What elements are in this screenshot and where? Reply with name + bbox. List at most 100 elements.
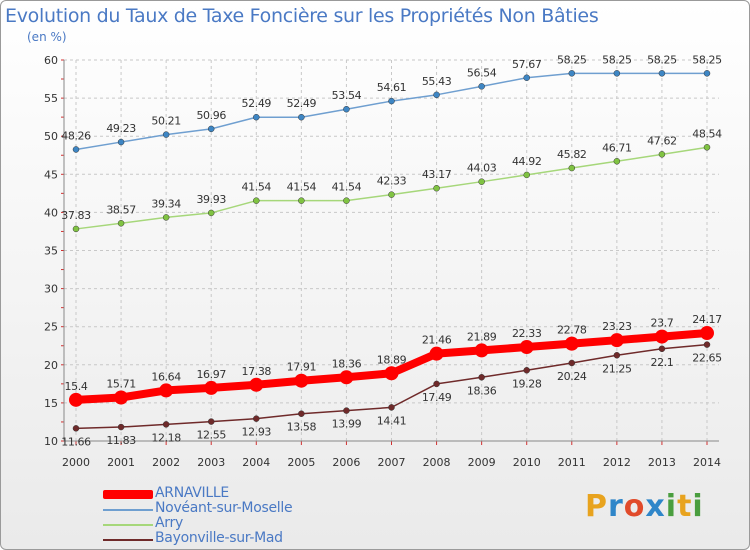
data-point-arnaville [700, 326, 714, 341]
data-point-arry [478, 178, 485, 185]
legend-swatch-arnaville [103, 490, 153, 499]
proxiti-logo: Proxiti [585, 489, 704, 524]
x-tick-label: 2001 [107, 456, 135, 469]
data-label-arnaville: 24.17 [692, 313, 722, 326]
data-label-arry: 48.54 [692, 127, 722, 140]
x-tick-label: 2005 [287, 456, 315, 469]
data-point-arnaville [474, 343, 489, 358]
data-label-bayonville-sur-mad: 18.36 [467, 384, 497, 397]
data-point-nov-ant-sur-moselle [162, 131, 170, 138]
legend-swatch-noveant [103, 509, 153, 511]
logo-letter: i [665, 489, 678, 524]
data-labels: 48.26 49.23 50.21 50.96 52.49 52.49 53.54 54.61… [61, 53, 722, 448]
data-point-arry [72, 225, 80, 233]
data-label-nov-ant-sur-moselle: 53.54 [332, 89, 362, 102]
data-label-arnaville: 22.33 [512, 327, 542, 340]
data-label-nov-ant-sur-moselle: 58.25 [692, 53, 722, 66]
data-label-arnaville: 21.46 [422, 334, 452, 347]
data-label-nov-ant-sur-moselle: 55.43 [422, 75, 452, 88]
logo-letter: x [645, 489, 666, 524]
data-label-nov-ant-sur-moselle: 58.25 [557, 53, 587, 66]
data-point-arry [433, 184, 440, 192]
data-point-arry [523, 171, 530, 179]
data-label-arnaville: 21.89 [467, 330, 497, 343]
data-point-bayonville-sur-mad [568, 359, 576, 367]
data-label-arry: 46.71 [602, 141, 632, 154]
data-point-nov-ant-sur-moselle [613, 70, 621, 77]
legend-swatch-bayonville [103, 539, 153, 541]
data-point-arry [343, 197, 350, 204]
data-point-arnaville [159, 383, 174, 398]
data-point-arnaville [339, 370, 354, 385]
data-point-bayonville-sur-mad [478, 374, 485, 381]
data-label-bayonville-sur-mad: 17.49 [422, 391, 452, 404]
x-tick-label: 2011 [558, 456, 586, 469]
x-tick-label: 2013 [648, 456, 676, 469]
data-label-bayonville-sur-mad: 11.66 [61, 435, 91, 448]
data-label-arry: 44.03 [467, 162, 497, 175]
data-label-arnaville: 23.7 [650, 317, 673, 330]
y-tick-label: 20 [44, 359, 58, 372]
data-label-arry: 37.83 [61, 209, 91, 222]
data-point-nov-ant-sur-moselle [658, 70, 666, 77]
data-label-arry: 43.17 [422, 168, 452, 181]
data-label-arry: 38.57 [106, 203, 136, 216]
data-point-bayonville-sur-mad [433, 380, 440, 388]
data-label-arry: 39.34 [151, 197, 181, 210]
logo-letter: o [623, 489, 646, 524]
data-label-nov-ant-sur-moselle: 58.25 [647, 53, 677, 66]
data-label-arnaville: 17.91 [287, 361, 317, 374]
data-label-nov-ant-sur-moselle: 50.21 [151, 115, 181, 128]
data-point-arry [162, 214, 170, 221]
data-label-bayonville-sur-mad: 13.58 [287, 421, 317, 434]
logo-letter: i [692, 489, 704, 524]
data-label-arry: 41.54 [332, 181, 362, 194]
data-label-arnaville: 17.38 [242, 365, 272, 378]
data-label-arry: 45.82 [557, 148, 587, 161]
data-point-nov-ant-sur-moselle [523, 74, 530, 82]
data-point-arnaville [384, 366, 399, 381]
y-tick-label: 35 [44, 245, 58, 258]
data-label-nov-ant-sur-moselle: 48.26 [61, 129, 91, 142]
data-point-arnaville [429, 346, 444, 361]
data-label-bayonville-sur-mad: 20.24 [557, 370, 587, 383]
data-label-arnaville: 16.97 [196, 368, 226, 381]
data-label-nov-ant-sur-moselle: 54.61 [377, 81, 407, 94]
data-point-bayonville-sur-mad [388, 404, 395, 411]
y-tick-label: 25 [44, 321, 58, 334]
data-point-nov-ant-sur-moselle [253, 113, 260, 121]
chart-title: Evolution du Taux de Taxe Foncière sur l… [5, 5, 599, 27]
data-label-arnaville: 23.23 [602, 320, 632, 333]
data-point-nov-ant-sur-moselle [117, 138, 125, 146]
data-point-arry [658, 151, 666, 158]
y-tick-label: 40 [44, 206, 58, 219]
y-tick-label: 15 [44, 397, 58, 410]
data-point-arnaville [294, 373, 309, 388]
data-point-arnaville [654, 329, 669, 344]
legend-swatch-arry [103, 524, 153, 526]
y-tick-label: 50 [44, 130, 58, 143]
data-label-arry: 44.92 [512, 155, 542, 168]
data-point-nov-ant-sur-moselle [568, 70, 576, 77]
logo-letter: t [677, 489, 693, 524]
data-point-nov-ant-sur-moselle [433, 91, 440, 99]
y-axis-unit-label: (en %) [27, 30, 67, 44]
data-point-bayonville-sur-mad [72, 425, 80, 432]
data-label-nov-ant-sur-moselle: 58.25 [602, 53, 632, 66]
legend-label-arry: Arry [155, 515, 183, 531]
data-point-arry [253, 197, 260, 204]
data-point-arnaville [204, 380, 219, 395]
data-point-bayonville-sur-mad [613, 352, 621, 359]
y-tick-label: 55 [44, 92, 58, 105]
y-tick-label: 60 [44, 54, 58, 67]
data-point-arnaville [609, 333, 624, 348]
data-point-bayonville-sur-mad [343, 407, 350, 414]
data-point-bayonville-sur-mad [523, 367, 530, 374]
data-label-arnaville: 15.4 [65, 380, 88, 393]
data-label-bayonville-sur-mad: 12.18 [151, 431, 181, 444]
data-point-arnaville [519, 340, 534, 355]
data-point-arry [568, 164, 576, 172]
series [69, 70, 714, 432]
